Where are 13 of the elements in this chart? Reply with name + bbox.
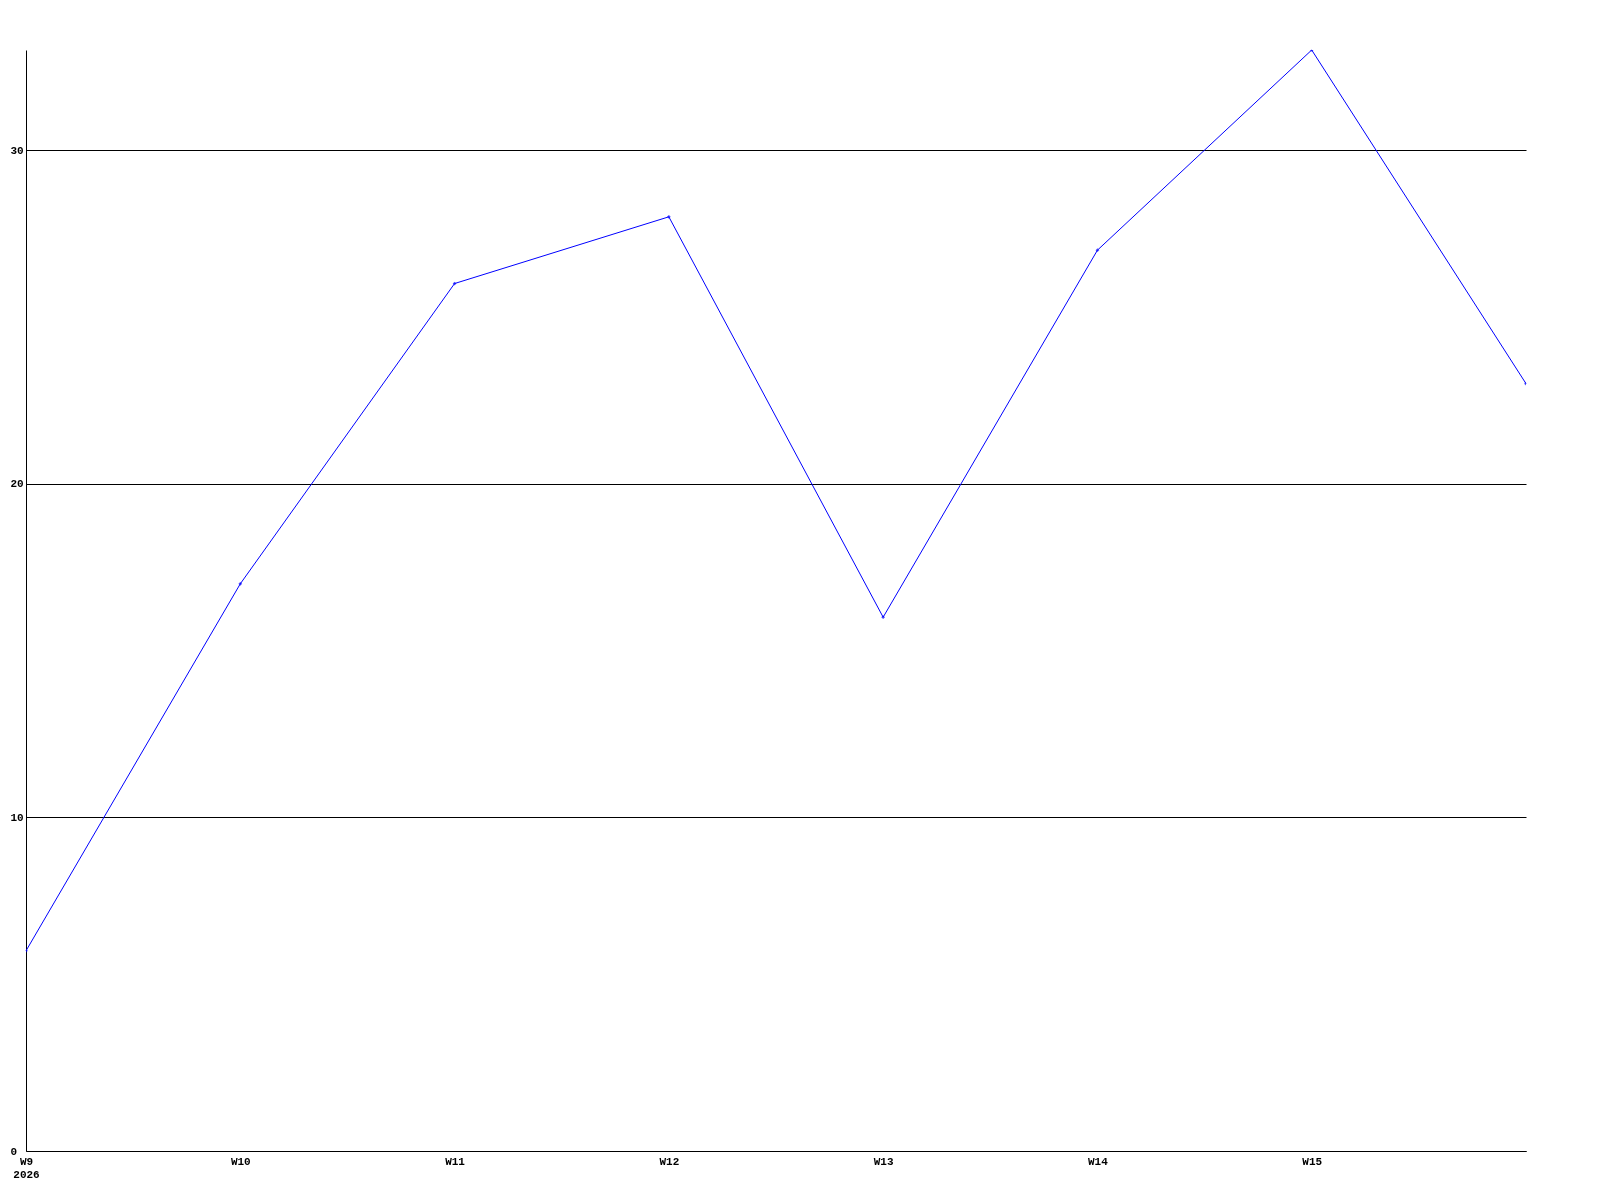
x-tick-label: W14 (1088, 1155, 1109, 1168)
x-tick-label: W11 (445, 1155, 466, 1168)
x-tick-label: W10 (230, 1155, 251, 1168)
y-tick-label: 10 (10, 811, 24, 824)
x-tick-label: W12 (659, 1155, 680, 1168)
y-tick-label: 20 (10, 478, 24, 491)
point (1095, 248, 1100, 253)
x-tick-label: W9 2026 (13, 1155, 40, 1181)
x-tick-label: W13 (873, 1155, 894, 1168)
x-tick-label: W15 (1302, 1155, 1323, 1168)
line-series (25, 49, 1527, 953)
y-tick-label: 30 (10, 144, 24, 157)
y-tick-label: 0 (10, 1145, 18, 1158)
